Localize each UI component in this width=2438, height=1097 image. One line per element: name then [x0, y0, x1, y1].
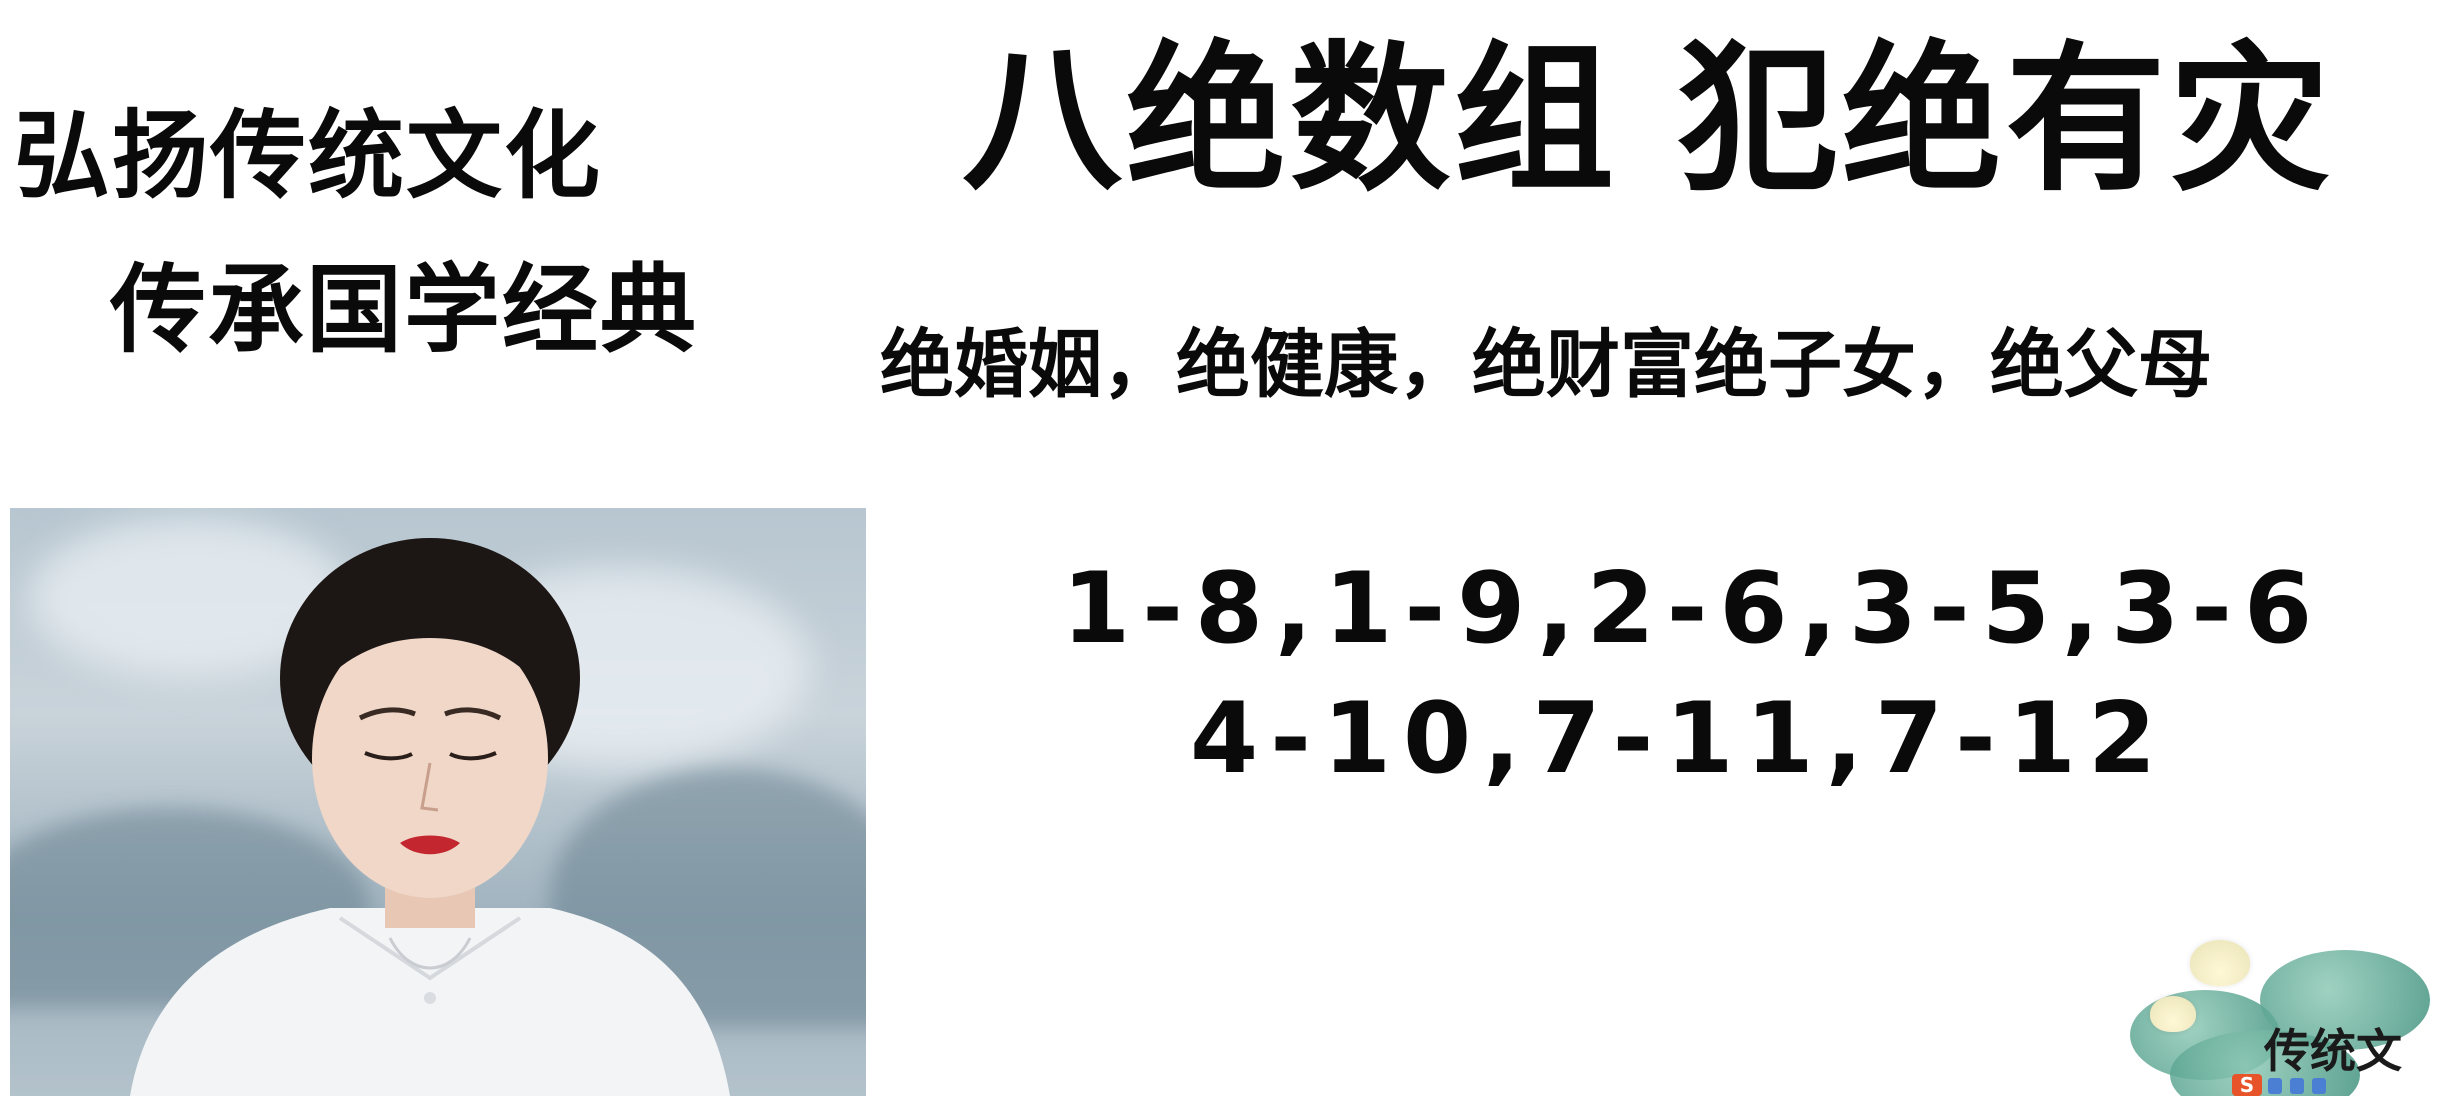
lotus-decoration	[2110, 920, 2438, 1096]
decoration-text: 传统文	[2264, 1024, 2402, 1078]
keyboard-icon	[2268, 1078, 2282, 1094]
number-groups-line-1: 1-8,1-9,2-6,3-5,3-6	[1062, 552, 2325, 666]
number-groups-line-2: 4-10,7-11,7-12	[1190, 682, 2169, 796]
grid-icon	[2312, 1078, 2326, 1094]
toolbar-icons	[2268, 1078, 2326, 1096]
presenter-video	[10, 508, 866, 1096]
logo-s-icon: S	[2232, 1074, 2262, 1096]
subtitle: 绝婚姻，绝健康，绝财富绝子女，绝父母	[880, 322, 2212, 408]
slogan-line-1: 弘扬传统文化	[14, 100, 602, 212]
presenter-image	[130, 538, 730, 1096]
mic-icon	[2290, 1078, 2304, 1094]
slogan-line-2: 传承国学经典	[110, 254, 698, 366]
page-title: 八绝数组 犯绝有灾	[962, 26, 2334, 213]
